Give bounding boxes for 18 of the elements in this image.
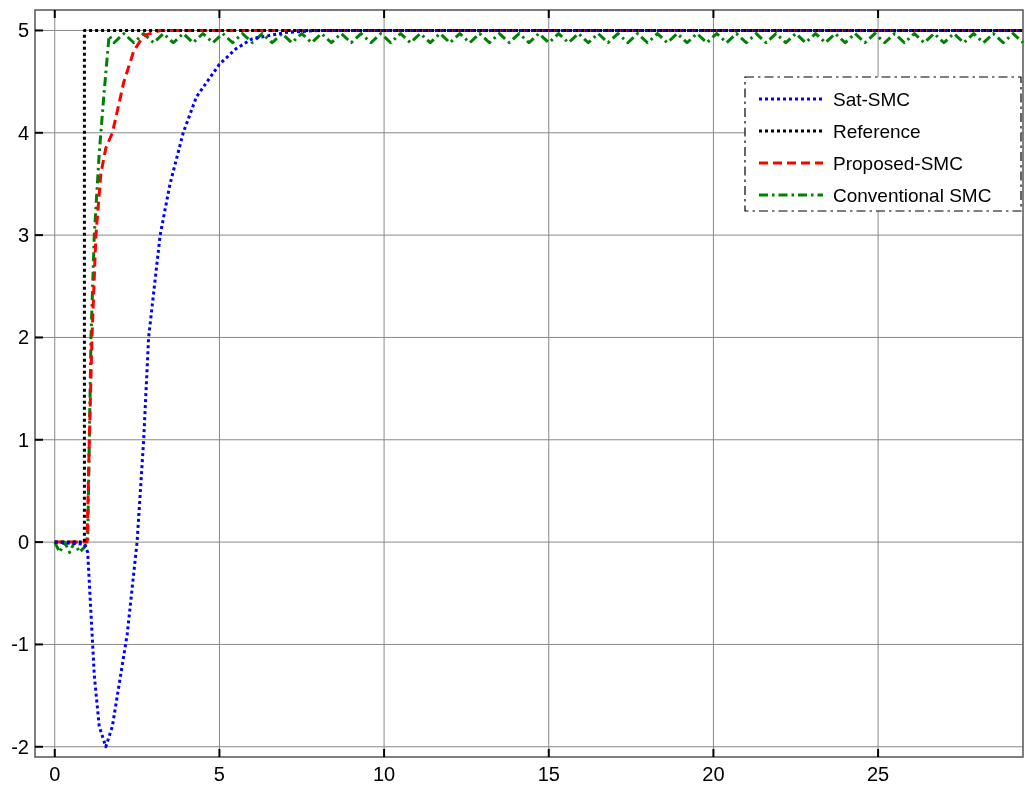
- x-tick-label: 20: [702, 763, 725, 785]
- x-tick-label: 15: [537, 763, 560, 785]
- legend-label: Conventional SMC: [833, 185, 992, 206]
- y-tick-label: -2: [11, 735, 29, 758]
- y-tick-label: 4: [17, 121, 29, 144]
- x-tick-label: 0: [49, 763, 61, 785]
- y-tick-label: -1: [11, 633, 29, 656]
- legend-label: Sat-SMC: [833, 89, 911, 110]
- x-tick-label: 5: [213, 763, 225, 785]
- y-tick-label: 0: [17, 531, 29, 554]
- legend-label: Reference: [833, 121, 921, 142]
- y-tick-label: 3: [17, 224, 29, 247]
- y-tick-label: 2: [17, 326, 29, 349]
- x-tick-label: 25: [866, 763, 890, 785]
- x-tick-label: 10: [372, 763, 396, 785]
- y-tick-label: 1: [17, 428, 29, 451]
- legend-label: Proposed-SMC: [833, 153, 963, 174]
- y-tick-label: 5: [17, 19, 29, 42]
